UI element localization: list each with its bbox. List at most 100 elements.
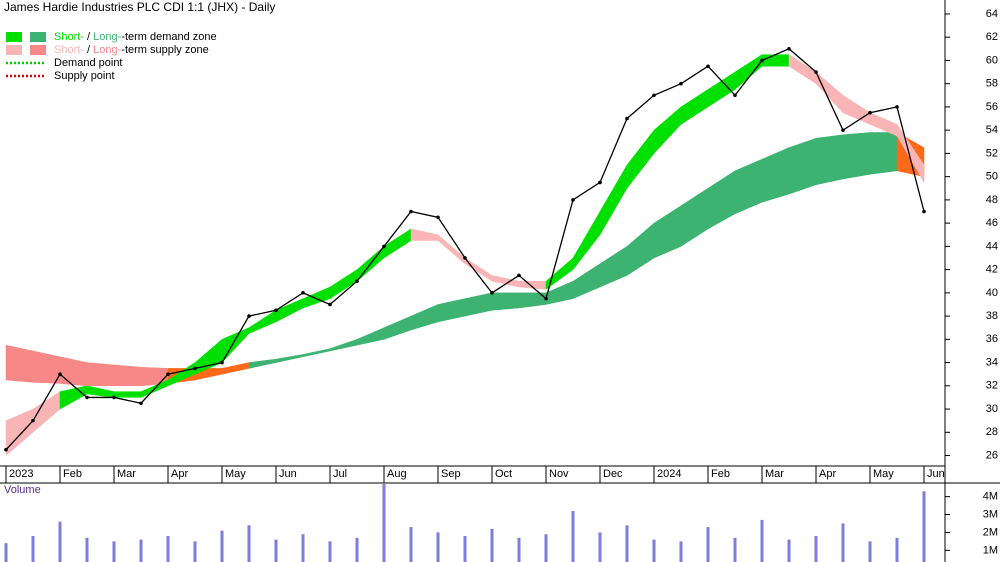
price-point xyxy=(814,70,818,74)
volume-bar xyxy=(139,539,143,562)
volume-bar xyxy=(301,534,305,562)
y-tick-label: 26 xyxy=(986,449,998,461)
y-tick-label: 34 xyxy=(986,356,998,368)
x-tick-label: May xyxy=(225,468,246,480)
price-point xyxy=(436,215,440,220)
volume-bar xyxy=(733,537,737,562)
y-tick-label: 54 xyxy=(986,124,998,136)
price-point xyxy=(382,244,386,249)
legend-sep: / xyxy=(84,31,93,43)
price-point xyxy=(193,366,197,371)
price-point xyxy=(760,58,764,63)
zone-segment xyxy=(113,391,142,398)
zone-segment xyxy=(32,350,61,384)
volume-bar xyxy=(598,532,602,562)
volume-bar xyxy=(274,539,278,562)
zone-segment xyxy=(788,137,817,195)
volume-tick-label: 4M xyxy=(983,491,998,503)
price-point xyxy=(220,360,224,365)
x-tick-label: Dec xyxy=(603,468,623,480)
price-point xyxy=(895,105,899,109)
y-tick-label: 36 xyxy=(986,333,998,345)
price-point xyxy=(139,401,143,406)
volume-bar xyxy=(787,539,791,562)
price-point xyxy=(517,273,521,278)
volume-bar xyxy=(58,521,62,562)
price-point xyxy=(490,291,494,295)
x-tick-label: Sep xyxy=(441,468,461,480)
price-point xyxy=(787,47,791,51)
volume-bar xyxy=(31,536,35,562)
volume-bar xyxy=(814,536,818,562)
volume-bar xyxy=(220,530,224,562)
y-tick-label: 46 xyxy=(986,217,998,229)
volume-bar xyxy=(490,528,494,562)
volume-bar xyxy=(355,537,359,562)
x-tick-label: Apr xyxy=(171,468,188,480)
volume-bar xyxy=(112,541,116,562)
zone-segment xyxy=(869,132,898,175)
legend-short: Short- xyxy=(54,31,84,43)
legend-text: Short- / Long--term demand zone xyxy=(54,31,217,43)
price-point xyxy=(274,308,278,313)
x-tick-label: Jun xyxy=(279,468,297,480)
legend-long: Long- xyxy=(93,31,121,43)
volume-bar xyxy=(652,539,656,562)
x-tick-label: May xyxy=(873,468,894,480)
zone-segment xyxy=(842,132,871,180)
legend-text: Supply point xyxy=(54,70,115,82)
volume-bar xyxy=(760,519,764,562)
price-point xyxy=(841,128,845,132)
y-tick-label: 58 xyxy=(986,78,998,90)
volume-bar xyxy=(247,525,251,562)
x-tick-label: Feb xyxy=(711,468,730,480)
zone-segment xyxy=(761,54,790,67)
volume-bar xyxy=(841,523,845,562)
legend-rest: -term supply zone xyxy=(121,44,208,56)
volume-bar xyxy=(193,541,197,562)
price-point xyxy=(58,372,62,376)
zone-segment xyxy=(86,362,115,387)
x-tick-label: 2024 xyxy=(657,468,681,480)
price-point xyxy=(922,209,926,214)
price-point xyxy=(733,93,737,98)
y-tick-label: 50 xyxy=(986,171,998,183)
y-tick-label: 40 xyxy=(986,287,998,299)
legend-short: Short- xyxy=(54,44,84,56)
price-point xyxy=(31,418,35,423)
volume-bar xyxy=(4,543,8,562)
y-tick-label: 48 xyxy=(986,194,998,206)
legend-text: Demand point xyxy=(54,57,123,69)
volume-label: Volume xyxy=(4,484,41,496)
x-tick-label: Mar xyxy=(765,468,784,480)
zone-segment xyxy=(815,134,844,186)
volume-bar xyxy=(895,537,899,562)
y-tick-label: 32 xyxy=(986,380,998,392)
volume-tick-label: 3M xyxy=(983,508,998,520)
volume-bar xyxy=(922,491,926,562)
price-point xyxy=(328,302,332,307)
y-tick-label: 56 xyxy=(986,101,998,113)
x-tick-label: 2023 xyxy=(9,468,33,480)
price-point xyxy=(868,110,872,115)
y-tick-label: 60 xyxy=(986,54,998,66)
price-point xyxy=(112,395,116,400)
legend-text: Short- / Long--term supply zone xyxy=(54,44,209,56)
volume-bar xyxy=(382,484,386,562)
price-point xyxy=(355,279,359,284)
y-tick-label: 38 xyxy=(986,310,998,322)
y-tick-label: 64 xyxy=(986,8,998,20)
y-tick-label: 52 xyxy=(986,147,998,159)
legend-swatch xyxy=(6,45,22,55)
x-tick-label: Jun xyxy=(927,468,945,480)
x-tick-label: Nov xyxy=(549,468,569,480)
zone-segment xyxy=(5,344,34,383)
volume-tick-label: 1M xyxy=(983,544,998,556)
volume-bar xyxy=(166,536,170,562)
volume-bar xyxy=(409,527,413,562)
x-tick-label: Jul xyxy=(333,468,347,480)
volume-bar xyxy=(436,532,440,562)
volume-bar xyxy=(544,534,548,562)
volume-bar xyxy=(517,537,521,562)
x-tick-label: Oct xyxy=(495,468,512,480)
